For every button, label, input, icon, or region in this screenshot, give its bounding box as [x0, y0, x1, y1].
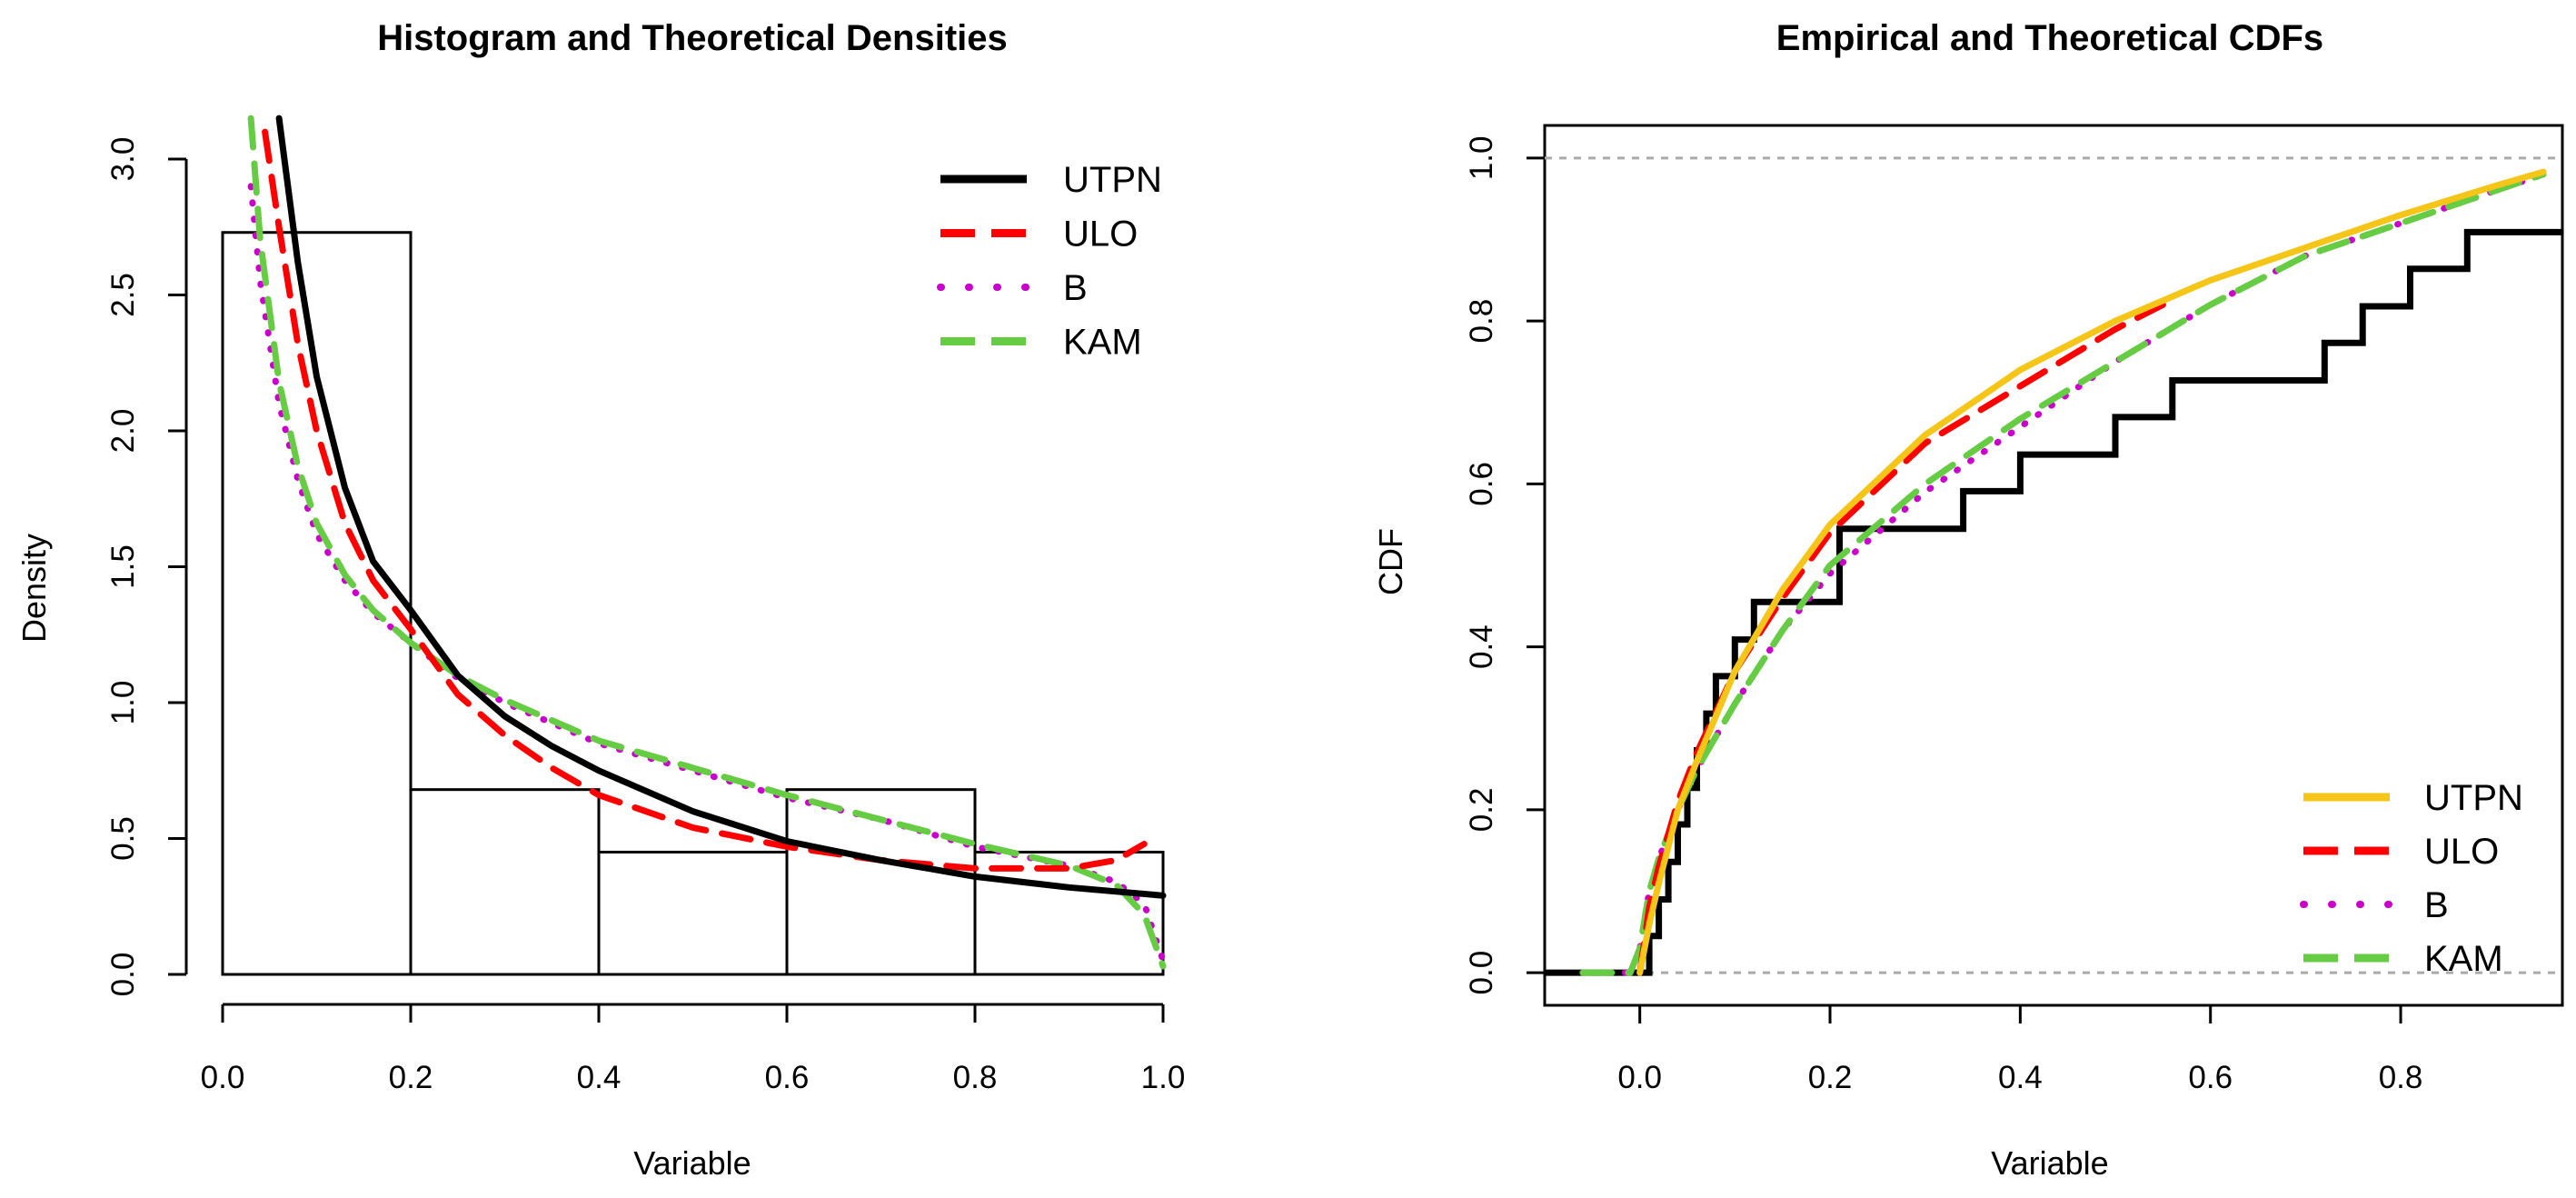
density-y-tick-label: 3.0	[105, 137, 141, 182]
cdf-y-tick-label: 0.6	[1464, 462, 1499, 506]
density-y-tick-label: 2.5	[105, 273, 141, 317]
cdf-legend-label-utpn: UTPN	[2424, 778, 2523, 818]
cdf-plot-frame	[1543, 124, 2564, 1007]
density-line-kam	[247, 115, 1167, 970]
density-y-tick-label: 0.5	[105, 816, 141, 861]
cdf-x-tick-label: 0.8	[2379, 1060, 2423, 1095]
cdf-line-ulo	[1636, 301, 2166, 976]
cdf-y-axis-label: CDF	[1372, 528, 1409, 595]
density-x-axis-label: Variable	[633, 1144, 751, 1182]
histogram-bar	[409, 788, 601, 976]
cdf-y-tick-label: 0.0	[1464, 951, 1499, 995]
ecdf-steps	[1545, 228, 2562, 976]
density-x-tick-label: 0.0	[201, 1060, 245, 1095]
density-panel: Histogram and Theoretical Densities Vari…	[15, 18, 1185, 1182]
cdf-y-tick-label: 0.2	[1464, 788, 1499, 833]
cdf-x-tick-label: 0.4	[1998, 1060, 2043, 1095]
density-y-tick-label: 0.0	[105, 953, 141, 997]
density-line-b	[247, 183, 1167, 964]
density-x-tick-label: 0.2	[389, 1060, 433, 1095]
cdf-x-tick-label: 0.2	[1808, 1060, 1853, 1095]
cdf-legend-label-ulo: ULO	[2424, 832, 2499, 872]
cdf-line-kam	[1579, 171, 2547, 976]
cdf-y-tick-label: 0.4	[1464, 624, 1499, 669]
legend-label-utpn: UTPN	[1063, 160, 1162, 200]
cdf-legend: UTPN ULO B KAM	[2300, 778, 2523, 979]
density-legend: UTPN ULO B KAM	[937, 160, 1162, 363]
cdf-line-utpn	[1636, 168, 2547, 976]
cdf-reference-lines	[1545, 156, 2562, 974]
cdf-line-b	[1588, 171, 2547, 976]
cdf-axes: 0.0 0.2 0.4 0.6 0.8 0.0 0.2 0.4 0.6 0.8 1.0	[1464, 136, 2422, 1095]
density-y-tick-label: 1.0	[105, 681, 141, 725]
histogram-bar	[597, 850, 789, 976]
density-chart-title: Histogram and Theoretical Densities	[377, 18, 1008, 58]
density-histogram	[221, 231, 1165, 976]
density-y-tick-label: 1.5	[105, 544, 141, 589]
cdf-chart-title: Empirical and Theoretical CDFs	[1776, 18, 2323, 58]
cdf-panel: Empirical and Theoretical CDFs Variable …	[1372, 18, 2564, 1182]
cdf-legend-label-b: B	[2424, 885, 2449, 925]
legend-label-kam: KAM	[1063, 323, 1142, 363]
density-y-tick-label: 2.0	[105, 409, 141, 454]
cdf-x-tick-label: 0.0	[1617, 1060, 1662, 1095]
density-line-utpn	[275, 115, 1167, 899]
density-x-tick-label: 1.0	[1141, 1060, 1186, 1095]
cdf-legend-label-kam: KAM	[2424, 939, 2503, 979]
density-axes: 0.0 0.2 0.4 0.6 0.8 1.0 0.0 0.5 1.0 1.5 2.0 2.5 3.0	[105, 137, 1185, 1095]
density-curves	[247, 115, 1167, 970]
ecdf-step-line	[1545, 228, 2562, 976]
legend-label-ulo: ULO	[1063, 215, 1138, 255]
cdf-x-axis-label: Variable	[1991, 1144, 2108, 1182]
density-x-tick-label: 0.6	[765, 1060, 810, 1095]
density-line-ulo	[262, 128, 1148, 872]
histogram-bar	[221, 231, 413, 976]
density-x-tick-label: 0.8	[953, 1060, 998, 1095]
legend-label-b: B	[1063, 268, 1088, 308]
cdf-y-tick-label: 1.0	[1464, 136, 1499, 181]
density-y-axis-label: Density	[15, 534, 53, 643]
density-x-tick-label: 0.4	[577, 1060, 622, 1095]
histogram-bar	[973, 850, 1165, 976]
cdf-x-tick-label: 0.6	[2188, 1060, 2233, 1095]
cdf-curves	[1579, 168, 2547, 976]
cdf-y-tick-label: 0.8	[1464, 299, 1499, 344]
